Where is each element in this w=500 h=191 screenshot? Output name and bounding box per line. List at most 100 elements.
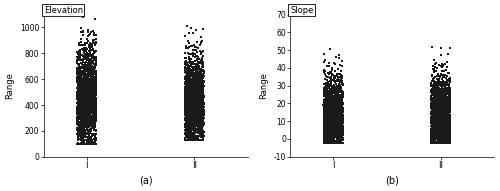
Point — [190, 94, 198, 97]
Point — [89, 96, 97, 100]
Point — [436, 141, 444, 144]
Point — [334, 141, 342, 144]
Point — [328, 141, 336, 144]
Point — [322, 133, 330, 136]
Point — [189, 84, 197, 87]
Point — [433, 103, 441, 106]
Point — [440, 141, 448, 144]
Point — [74, 98, 82, 101]
Point — [84, 76, 92, 79]
Point — [442, 119, 450, 122]
Point — [89, 80, 97, 83]
Point — [75, 71, 83, 74]
Point — [430, 87, 438, 90]
Point — [326, 99, 334, 102]
Point — [197, 109, 205, 112]
Point — [85, 121, 93, 124]
Point — [196, 121, 204, 125]
Point — [432, 83, 440, 87]
Point — [183, 92, 191, 96]
Point — [446, 103, 454, 106]
Point — [437, 141, 445, 144]
Point — [195, 100, 203, 103]
Point — [76, 72, 84, 75]
Point — [432, 80, 440, 83]
Point — [432, 92, 440, 95]
Point — [198, 138, 206, 142]
Point — [437, 118, 445, 121]
Point — [441, 101, 449, 104]
Point — [436, 110, 444, 113]
Point — [434, 88, 442, 91]
Point — [82, 100, 90, 103]
Point — [86, 83, 94, 87]
Point — [442, 140, 450, 143]
Point — [320, 111, 328, 114]
Point — [320, 98, 328, 101]
Point — [192, 124, 200, 127]
Point — [192, 113, 200, 116]
Point — [78, 79, 86, 82]
Point — [325, 120, 333, 123]
Point — [430, 114, 438, 117]
Point — [335, 108, 343, 111]
Point — [185, 98, 193, 101]
Point — [437, 113, 445, 117]
Point — [441, 132, 449, 135]
Point — [332, 141, 340, 144]
Point — [441, 88, 449, 91]
Point — [445, 107, 453, 110]
Point — [181, 105, 189, 108]
Point — [198, 124, 206, 127]
Point — [446, 124, 454, 127]
Point — [431, 138, 439, 141]
Point — [84, 88, 92, 91]
Point — [337, 119, 345, 122]
Point — [80, 64, 88, 67]
Point — [88, 85, 96, 88]
Point — [78, 108, 86, 111]
Point — [442, 126, 450, 129]
Point — [86, 78, 94, 81]
Point — [195, 124, 203, 127]
Point — [320, 87, 328, 90]
Point — [194, 125, 202, 128]
Point — [73, 90, 81, 93]
Point — [77, 72, 85, 75]
Point — [332, 141, 340, 144]
Point — [181, 94, 189, 97]
Point — [323, 130, 331, 133]
Point — [190, 111, 198, 114]
Point — [334, 141, 342, 144]
Point — [194, 100, 202, 103]
Point — [329, 124, 337, 127]
Point — [332, 130, 340, 133]
Point — [436, 125, 444, 128]
Point — [76, 73, 84, 76]
Point — [330, 130, 338, 133]
Point — [186, 73, 194, 76]
Point — [190, 102, 198, 105]
Point — [331, 124, 339, 127]
Point — [332, 95, 340, 98]
Point — [188, 99, 196, 102]
Point — [438, 102, 446, 105]
Point — [91, 117, 99, 120]
Point — [198, 134, 206, 138]
Point — [320, 126, 328, 129]
Point — [324, 141, 332, 144]
Point — [76, 142, 84, 145]
Point — [336, 72, 344, 75]
Point — [81, 102, 89, 105]
Point — [444, 140, 452, 143]
Point — [193, 70, 201, 73]
Point — [87, 109, 95, 112]
Point — [81, 123, 89, 126]
Point — [192, 108, 200, 111]
Point — [78, 113, 86, 116]
Point — [326, 138, 334, 141]
Point — [438, 124, 446, 127]
Point — [438, 78, 446, 81]
Point — [81, 104, 89, 107]
Point — [434, 141, 442, 144]
